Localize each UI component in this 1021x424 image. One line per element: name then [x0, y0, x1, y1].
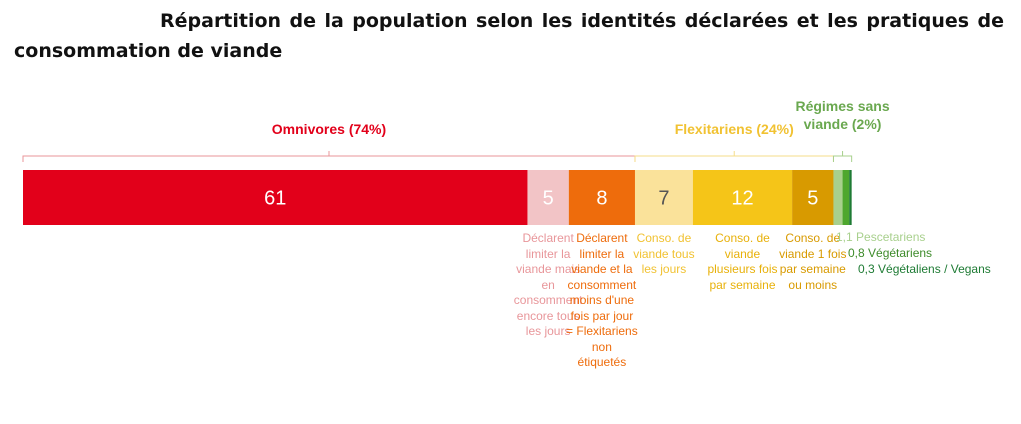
bar-segment — [849, 170, 852, 225]
bar-value-label: 5 — [807, 188, 818, 210]
bar-segment — [568, 170, 635, 225]
segment-description: Déclarent limiter la viande et la consom… — [566, 231, 638, 369]
sans-viande-bracket — [832, 151, 853, 162]
segment-description: Conso. de viande 1 fois par semaine ou m… — [779, 231, 847, 292]
bar-value-label: 12 — [731, 188, 753, 210]
omnivores-label: Omnivores (74%) — [271, 121, 387, 137]
chart-title: Répartition de la population selon les i… — [14, 10, 1004, 62]
segment-description: Déclarent limiter la viande mais en cons… — [513, 231, 583, 338]
diet-description: 1,1 Pescetariens — [836, 230, 926, 244]
bar-segment — [792, 170, 834, 225]
diet-description: 0,3 Végétaliens / Vegans — [858, 262, 991, 276]
diet-description: 0,8 Végétariens — [848, 246, 933, 260]
flexitariens-bracket — [634, 151, 834, 162]
segment-description: Conso. de viande plusieurs fois par sema… — [707, 231, 778, 292]
segment-description: Conso. de viande tous les jours — [633, 231, 695, 276]
bar-segment — [692, 170, 793, 225]
bar-segment — [23, 170, 528, 225]
bar-value-label: 8 — [596, 188, 607, 210]
bar-segment — [842, 170, 850, 225]
bar-value-label: 7 — [658, 188, 669, 210]
sans-viande-label: Régimes sans viande (2%) — [795, 98, 890, 132]
flexitariens-label: Flexitariens (24%) — [674, 121, 794, 137]
bar-segment — [634, 170, 693, 225]
omnivores-bracket — [22, 151, 636, 162]
bar-segment — [527, 170, 569, 225]
bar-value-label: 5 — [543, 188, 554, 210]
bar-value-label: 61 — [264, 188, 286, 210]
bar-segment — [833, 170, 843, 225]
